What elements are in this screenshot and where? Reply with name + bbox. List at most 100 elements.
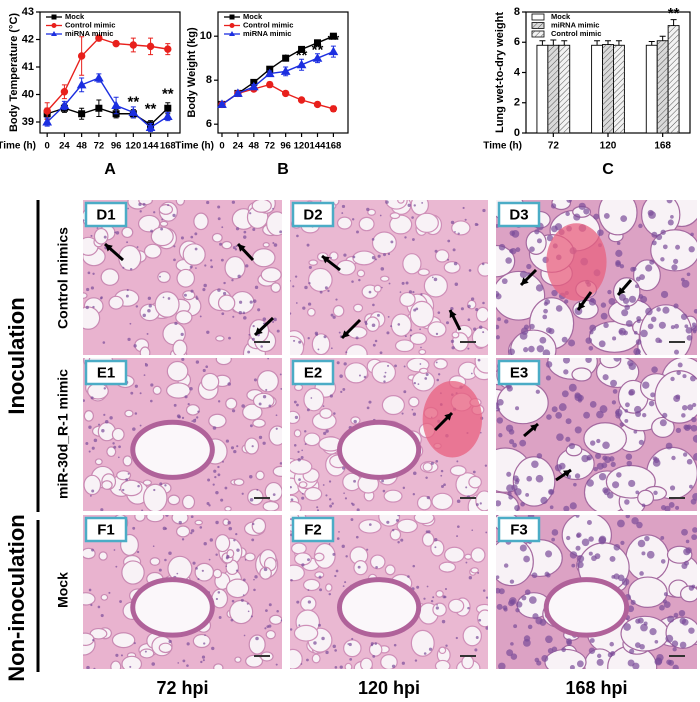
nucleus bbox=[447, 239, 451, 243]
nucleus bbox=[612, 481, 620, 489]
nucleus bbox=[268, 603, 272, 607]
nucleus bbox=[83, 399, 85, 402]
nucleus bbox=[628, 390, 634, 396]
y-axis-title: Body Weight (kg) bbox=[186, 27, 198, 118]
alveolus bbox=[100, 593, 109, 601]
nucleus bbox=[330, 256, 332, 259]
nucleus bbox=[555, 411, 563, 419]
bar-hatch bbox=[547, 45, 559, 133]
nucleus bbox=[383, 375, 386, 378]
tissue bbox=[496, 515, 697, 669]
y-tick-label: 0 bbox=[514, 127, 520, 139]
tissue bbox=[83, 515, 282, 669]
nucleus bbox=[208, 504, 211, 507]
alveolus bbox=[311, 653, 321, 664]
nucleus bbox=[681, 562, 688, 569]
nucleus bbox=[215, 490, 219, 495]
nucleus bbox=[583, 208, 590, 215]
alveolus bbox=[270, 282, 282, 293]
panel-label: F2 bbox=[304, 521, 322, 538]
nucleus bbox=[356, 230, 359, 234]
nucleus bbox=[275, 414, 278, 417]
nucleus bbox=[441, 619, 446, 624]
nucleus bbox=[363, 375, 367, 379]
nucleus bbox=[505, 257, 512, 264]
nucleus bbox=[307, 600, 312, 604]
nucleus bbox=[159, 275, 161, 278]
nucleus bbox=[234, 248, 238, 251]
alveolus bbox=[121, 560, 145, 585]
nucleus bbox=[401, 661, 405, 665]
alveolus bbox=[356, 269, 366, 278]
panel-label-box bbox=[291, 516, 335, 543]
alveolus bbox=[83, 292, 88, 299]
nucleus bbox=[664, 505, 671, 511]
nucleus bbox=[330, 347, 333, 350]
nucleus bbox=[467, 304, 471, 309]
nucleus bbox=[503, 563, 509, 568]
alveolus bbox=[383, 489, 403, 503]
nucleus bbox=[208, 558, 211, 561]
nucleus bbox=[323, 431, 327, 436]
alveolus bbox=[211, 232, 223, 243]
alveolus bbox=[418, 348, 427, 355]
nucleus bbox=[296, 403, 299, 407]
nucleus bbox=[446, 321, 449, 325]
nucleus bbox=[382, 489, 386, 493]
alveolus bbox=[116, 470, 132, 481]
nucleus bbox=[301, 449, 303, 452]
nucleus bbox=[147, 309, 151, 313]
nucleus bbox=[372, 303, 375, 307]
nucleus bbox=[471, 529, 474, 532]
micrograph: E3 bbox=[496, 358, 697, 511]
nucleus bbox=[190, 235, 194, 239]
nucleus bbox=[413, 204, 416, 207]
nucleus bbox=[669, 485, 676, 491]
arrow-head bbox=[530, 424, 538, 432]
nucleus bbox=[519, 544, 527, 552]
nucleus bbox=[272, 241, 275, 244]
nucleus bbox=[456, 460, 459, 463]
legend-label: Mock bbox=[65, 12, 85, 21]
alveolus bbox=[336, 259, 357, 276]
nucleus bbox=[440, 485, 444, 488]
nucleus bbox=[649, 628, 657, 636]
nucleus bbox=[460, 307, 464, 311]
alveolus bbox=[451, 331, 460, 339]
nucleus bbox=[126, 289, 129, 292]
nucleus bbox=[452, 248, 456, 252]
alveolus bbox=[266, 211, 282, 237]
alveolus bbox=[185, 404, 201, 416]
nucleus bbox=[133, 642, 136, 645]
nucleus bbox=[600, 312, 608, 320]
alveolus bbox=[182, 243, 206, 266]
nucleus bbox=[267, 358, 269, 360]
nucleus bbox=[108, 591, 111, 594]
nucleus bbox=[364, 320, 368, 324]
arrow-head bbox=[521, 277, 529, 285]
panel-label-box bbox=[497, 516, 541, 543]
nucleus bbox=[133, 344, 137, 348]
alveolus bbox=[192, 633, 211, 649]
nucleus bbox=[368, 523, 372, 526]
nucleus bbox=[455, 636, 458, 640]
alveolus bbox=[182, 290, 196, 301]
scale-bar bbox=[460, 655, 476, 657]
nucleus bbox=[341, 212, 344, 214]
nucleus bbox=[90, 603, 93, 607]
legend-label: Control mimic bbox=[243, 20, 293, 29]
nucleus bbox=[497, 317, 501, 322]
nucleus bbox=[635, 276, 641, 282]
nucleus bbox=[92, 305, 95, 309]
nucleus bbox=[335, 569, 339, 573]
nucleus bbox=[532, 613, 539, 620]
nucleus bbox=[307, 302, 312, 306]
alveolus bbox=[378, 515, 401, 527]
nucleus bbox=[181, 538, 185, 541]
nucleus bbox=[474, 222, 478, 227]
nucleus bbox=[136, 246, 139, 248]
nucleus bbox=[387, 315, 390, 318]
nucleus bbox=[323, 335, 327, 339]
nucleus bbox=[574, 392, 581, 399]
nucleus bbox=[671, 640, 679, 647]
